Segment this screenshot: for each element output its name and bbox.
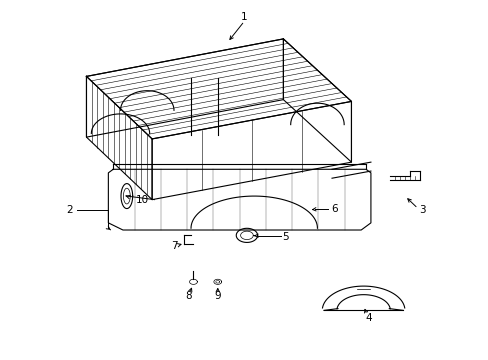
Text: 9: 9 <box>214 291 221 301</box>
Text: 1: 1 <box>241 13 247 22</box>
Text: 6: 6 <box>330 204 337 214</box>
Text: 10: 10 <box>136 195 149 204</box>
Text: 3: 3 <box>418 205 425 215</box>
Text: 7: 7 <box>170 241 177 251</box>
Text: 5: 5 <box>282 232 288 242</box>
Text: 2: 2 <box>66 205 73 215</box>
Text: 4: 4 <box>365 312 371 323</box>
Text: 8: 8 <box>185 291 191 301</box>
